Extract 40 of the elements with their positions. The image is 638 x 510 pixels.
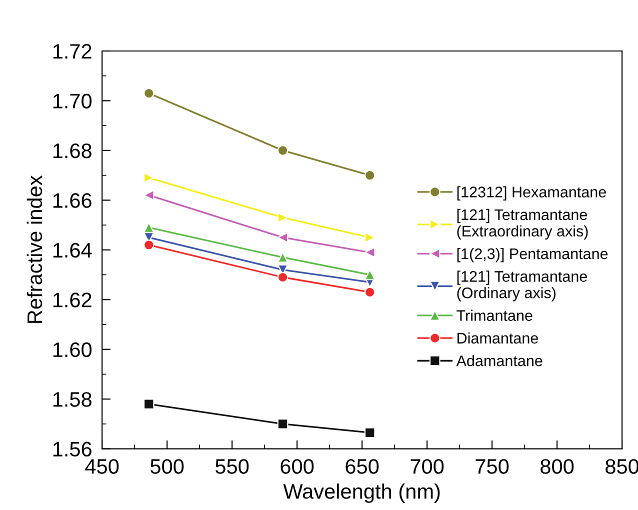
- y-axis-title: Refractive index: [26, 175, 42, 323]
- x-tick-label: 500: [150, 459, 184, 474]
- x-tick-label: 600: [280, 459, 314, 474]
- y-tick-label: 1.58: [53, 392, 92, 407]
- y-tick-label: 1.62: [53, 292, 92, 308]
- y-tick-label: 1.70: [53, 94, 92, 108]
- legend-label: Adamantane: [456, 355, 542, 366]
- x-tick-label: 800: [540, 459, 574, 474]
- point: [364, 286, 376, 298]
- point: [277, 232, 288, 243]
- point: [143, 240, 154, 250]
- point: [277, 212, 288, 223]
- point: [143, 398, 154, 410]
- legend-label: [121] Tetramantane (Ordinary axis): [457, 270, 587, 302]
- point: [277, 418, 288, 430]
- point: [364, 232, 376, 243]
- legend-label: [12312] Hexamantane: [457, 186, 606, 200]
- y-tick-label: 1.56: [53, 442, 92, 457]
- point: [143, 88, 154, 99]
- point: [364, 427, 376, 438]
- y-tick-label: 1.64: [53, 242, 92, 258]
- point: [143, 222, 154, 233]
- point: [143, 172, 154, 184]
- y-tick-label: 1.72: [53, 44, 92, 59]
- y-tick-label: 1.68: [53, 143, 92, 158]
- y-tick-label: 1.66: [53, 193, 92, 208]
- point: [277, 272, 288, 283]
- legend-label: [121] Tetramantane (Extraordinary axis): [457, 208, 588, 240]
- x-tick-label: 700: [410, 459, 444, 474]
- legend-label: [1(2,3)] Pentamantane: [457, 248, 608, 262]
- x-tick-label: 450: [85, 459, 119, 474]
- point: [277, 145, 288, 156]
- point: [364, 170, 376, 181]
- legend-label: Diamantane: [458, 332, 538, 344]
- x-tick-label: 650: [346, 459, 379, 474]
- x-tick-label: 550: [216, 459, 249, 474]
- x-axis-title: Wavelength (nm): [283, 484, 440, 503]
- y-tick-label: 1.60: [53, 342, 92, 358]
- legend-label: Trimantane: [456, 310, 532, 321]
- x-tick-label: 750: [476, 459, 509, 474]
